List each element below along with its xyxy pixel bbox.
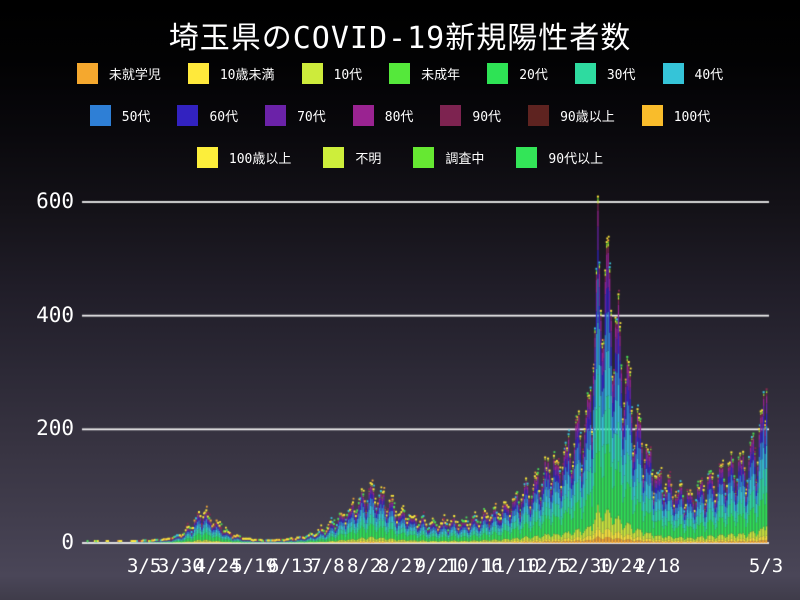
x-tick-label: 10/16: [445, 555, 503, 577]
x-tick-label: 11/10: [482, 555, 540, 577]
x-tick-label: 2/18: [634, 555, 681, 577]
x-tick-label: 7/8: [310, 555, 345, 577]
x-tick-label: 1/24: [597, 555, 644, 577]
x-tick-label: 4/24: [194, 555, 241, 577]
y-tick-label: 200: [36, 416, 74, 441]
x-tick-label: 5/19: [231, 555, 278, 577]
x-tick-label: 12/30: [555, 555, 613, 577]
x-tick-label: 12/5: [524, 555, 571, 577]
x-tick-label: 8/27: [377, 555, 424, 577]
y-tick-label: 0: [61, 530, 74, 555]
x-tick-label: 5/3: [748, 555, 784, 577]
x-tick-label: 9/21: [414, 555, 461, 577]
y-tick-label: 400: [36, 302, 74, 327]
x-tick-label: 3/30: [157, 555, 204, 577]
x-tick-label: 8/2: [346, 555, 382, 577]
x-tick-label: 6/13: [267, 555, 314, 577]
y-tick-label: 600: [36, 189, 74, 214]
x-tick-label: 3/5: [126, 555, 162, 577]
